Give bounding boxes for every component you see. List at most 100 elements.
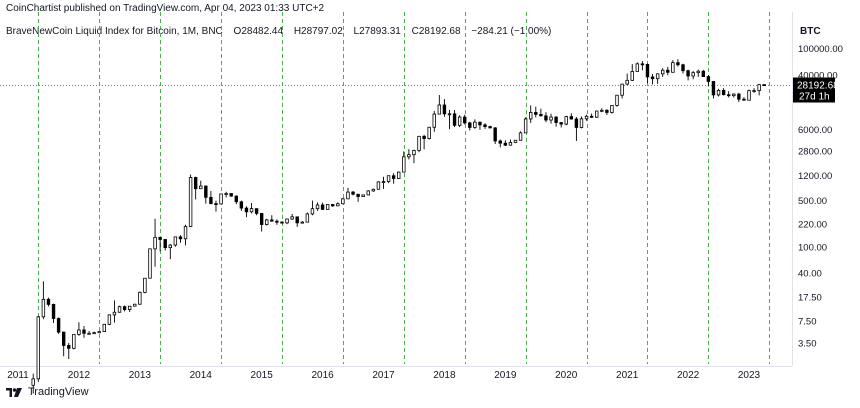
candle-body-up	[153, 236, 157, 250]
x-tick-label: 2022	[677, 370, 700, 381]
candle-body-down	[270, 219, 274, 222]
candle-body-down	[331, 204, 335, 207]
candle-body-up	[371, 188, 376, 192]
candle-body-down	[82, 329, 86, 334]
candle-body-up	[620, 83, 624, 96]
candle-body-down	[569, 116, 574, 120]
x-tick-label: 2012	[68, 370, 91, 381]
tradingview-brand: TradingView	[28, 386, 89, 398]
candle-body-down	[463, 116, 467, 124]
candle-body-down	[650, 76, 655, 80]
candle-body-up	[752, 90, 756, 92]
candle-body-down	[275, 220, 279, 223]
candle-body-up	[417, 135, 421, 151]
tradingview-logo-icon	[6, 387, 22, 397]
candle-body-down	[534, 112, 538, 115]
candle-body-down	[554, 116, 558, 123]
candle-body-up	[336, 203, 340, 207]
candle-body-up	[518, 132, 523, 141]
candle-body-down	[209, 196, 213, 205]
candle-body-down	[640, 63, 645, 66]
candle-body-down	[61, 331, 66, 346]
candle-body-up	[133, 303, 137, 307]
ohlc-change: −284.21 (−1.00%)	[471, 26, 552, 37]
candle-body-up	[529, 112, 533, 120]
candle-body-down	[214, 203, 218, 206]
symbol-name: BraveNewCoin Liquid Index for Bitcoin, 1…	[6, 26, 223, 37]
candle-body-up	[366, 190, 370, 196]
candle-body-up	[381, 181, 386, 183]
candle-body-up	[584, 115, 589, 120]
candle-body-up	[305, 213, 310, 223]
candle-body-down	[726, 94, 731, 97]
candle-body-up	[696, 70, 700, 74]
candle-body-down	[356, 193, 360, 197]
candle-body-up	[376, 181, 381, 190]
candle-body-up	[523, 118, 528, 134]
candle-body-down	[158, 236, 162, 240]
x-tick-label: 2018	[433, 370, 456, 381]
candle-body-down	[452, 113, 457, 126]
candle-body-down	[422, 135, 426, 140]
candle-body-up	[92, 332, 96, 335]
candle-body-up	[173, 236, 178, 246]
candle-body-down	[574, 118, 579, 128]
candle-body-up	[290, 216, 294, 220]
candle-body-up	[625, 79, 629, 85]
candle-body-up	[600, 109, 604, 112]
candle-body-down	[681, 64, 685, 72]
candle-body-up	[148, 248, 152, 279]
candle-body-up	[437, 104, 442, 115]
candle-body-up	[447, 113, 452, 116]
candle-body-up	[732, 93, 736, 97]
candle-body-up	[117, 306, 122, 313]
candle-body-down	[706, 76, 711, 82]
candle-body-down	[51, 304, 56, 319]
published-line: CoinChartist published on TradingView.co…	[6, 3, 325, 14]
candle-body-up	[102, 323, 106, 332]
candle-body-up	[168, 244, 172, 249]
candle-body-down	[666, 69, 670, 73]
candle-body-down	[163, 239, 167, 249]
candle-body-down	[351, 191, 355, 195]
y-tick-label: 6000.00	[798, 125, 832, 136]
x-tick-label: 2016	[311, 370, 334, 381]
candle-body-up	[285, 218, 289, 224]
candle-body-up	[386, 175, 391, 182]
price-badge	[793, 77, 835, 103]
candle-body-down	[280, 221, 284, 224]
candle-body-up	[610, 105, 614, 113]
candle-body-up	[249, 208, 254, 213]
candle-body-down	[478, 121, 482, 126]
candle-body-up	[112, 311, 117, 316]
y-tick-label: 100.00	[798, 242, 827, 253]
candle-body-up	[513, 139, 518, 143]
candle-body-down	[244, 207, 249, 213]
candle-body-up	[427, 126, 431, 140]
candle-body-down	[589, 115, 594, 118]
x-tick-label: 2021	[616, 370, 639, 381]
y-tick-label: 40000.00	[798, 70, 838, 81]
candle-body-down	[46, 298, 51, 305]
candle-body-down	[701, 70, 706, 77]
y-axis-unit: BTC	[800, 26, 821, 37]
x-tick-label: 2017	[372, 370, 395, 381]
candle-body-down	[468, 122, 472, 128]
candle-body-down	[204, 185, 208, 198]
candle-body-down	[737, 93, 741, 100]
candle-body-down	[676, 62, 680, 66]
candle-body-down	[193, 177, 198, 190]
candle-body-up	[747, 90, 751, 101]
candle-body-down	[605, 109, 609, 113]
candle-body-down	[483, 124, 487, 127]
candle-body-down	[442, 104, 447, 115]
candle-body-up	[615, 94, 619, 106]
candle-body-down	[645, 63, 650, 78]
candle-body-up	[630, 70, 634, 81]
candle-body-down	[254, 208, 259, 214]
candle-body-up	[199, 185, 203, 190]
candle-body-up	[31, 378, 35, 386]
y-tick-label: 17.50	[798, 292, 822, 303]
candle-body-up	[127, 305, 132, 310]
